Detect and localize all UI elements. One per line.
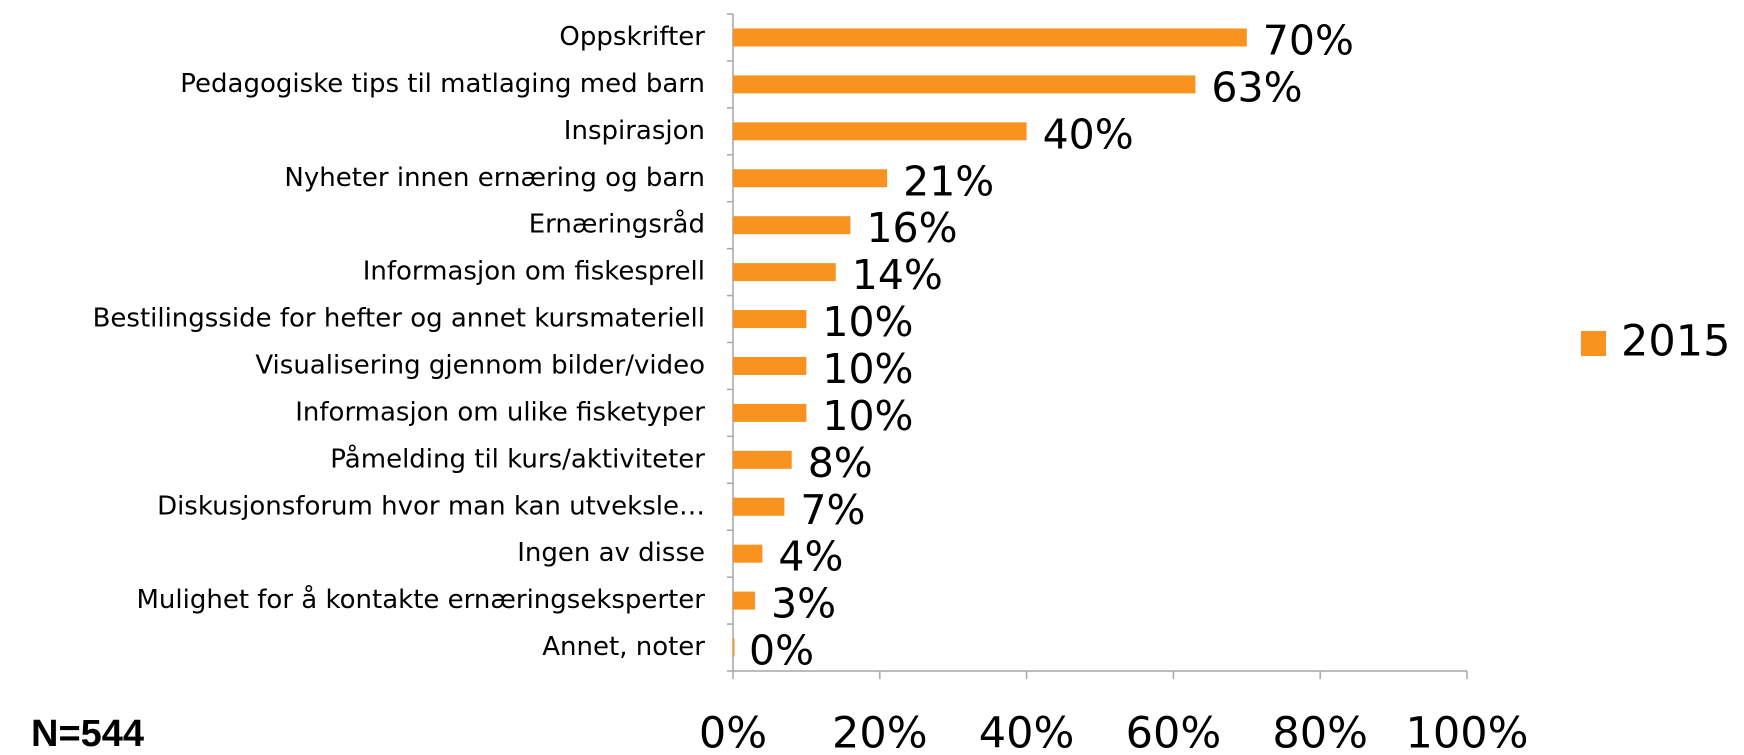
value-label: 10%	[822, 392, 913, 440]
bar	[733, 450, 792, 469]
value-label: 3%	[771, 580, 836, 628]
category-label: Nyheter innen ernæring og barn	[284, 163, 705, 193]
category-label: Informasjon om fiskesprell	[363, 257, 705, 287]
value-label: 10%	[822, 298, 913, 346]
category-label: Oppskrifter	[559, 22, 705, 52]
category-label: Diskusjonsforum hvor man kan utveksle…	[157, 491, 705, 521]
bar	[733, 356, 807, 375]
x-tick-label: 100%	[1406, 709, 1529, 755]
bar	[733, 310, 807, 329]
bar	[733, 169, 888, 188]
value-label: 63%	[1211, 63, 1302, 111]
value-label: 8%	[808, 439, 873, 487]
value-label: 40%	[1043, 110, 1134, 158]
bar	[733, 591, 756, 610]
category-label: Påmelding til kurs/aktiviteter	[330, 443, 705, 474]
bar	[733, 403, 807, 422]
category-label: Ernæringsråd	[529, 209, 705, 240]
sample-size-note: N=544	[31, 713, 144, 755]
category-label: Mulighet for å kontakte ernæringsekspert…	[136, 584, 705, 615]
x-tick-label: 0%	[699, 709, 767, 755]
value-label: 16%	[866, 204, 957, 252]
value-label: 10%	[822, 345, 913, 393]
x-tick-label: 60%	[1126, 709, 1222, 755]
category-label: Ingen av disse	[517, 538, 705, 568]
category-label: Bestilingsside for hefter og annet kursm…	[93, 304, 705, 334]
bar	[733, 497, 785, 516]
value-label: 4%	[778, 533, 843, 581]
value-label: 70%	[1263, 16, 1354, 64]
bar	[733, 122, 1027, 141]
bar	[733, 75, 1196, 94]
category-label: Inspirasjon	[564, 116, 705, 146]
value-label: 14%	[852, 251, 943, 299]
x-tick-label: 80%	[1272, 709, 1368, 755]
bar	[733, 28, 1247, 47]
value-label: 7%	[800, 486, 865, 534]
x-tick-label: 20%	[832, 709, 928, 755]
bar	[733, 216, 851, 235]
category-label: Visualisering gjennom bilder/video	[255, 350, 705, 380]
value-label: 21%	[903, 157, 994, 205]
category-label: Annet, noter	[542, 632, 705, 662]
bar	[733, 544, 763, 563]
value-label: 0%	[749, 627, 814, 675]
bar	[733, 638, 735, 657]
category-label: Informasjon om ulike fisketyper	[295, 397, 705, 427]
bar	[733, 263, 836, 282]
category-label: Pedagogiske tips til matlaging med barn	[180, 69, 705, 99]
legend-swatch	[1581, 331, 1606, 356]
legend-label: 2015	[1621, 317, 1730, 367]
x-tick-label: 40%	[979, 709, 1075, 755]
